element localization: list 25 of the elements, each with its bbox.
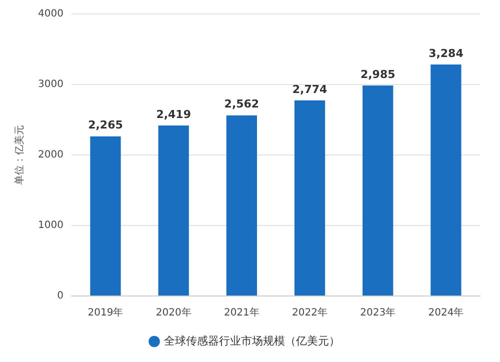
bar [158, 125, 189, 296]
x-tick-label: 2024年 [428, 306, 464, 319]
bar [430, 64, 462, 296]
y-tick-label: 4000 [38, 8, 64, 20]
data-label: 3,284 [428, 46, 464, 60]
x-tick-label: 2020年 [156, 306, 192, 319]
x-tick-label: 2019年 [88, 306, 124, 319]
bar [226, 115, 257, 296]
y-tick-label: 3000 [38, 79, 64, 90]
bar [294, 100, 326, 296]
bar [90, 136, 121, 296]
bar [362, 86, 394, 296]
data-label: 2,562 [224, 98, 260, 111]
x-tick-label: 2022年 [292, 306, 328, 319]
data-label: 2,419 [156, 108, 191, 121]
y-axis-title: 单位：亿美元 [14, 125, 26, 185]
data-label: 2,774 [292, 82, 328, 96]
x-tick-label: 2021年 [224, 306, 260, 319]
y-tick-label: 0 [57, 290, 64, 302]
legend-label: 全球传感器行业市场规模（亿美元） [164, 334, 340, 348]
data-label: 2,985 [360, 68, 396, 81]
data-label: 2,265 [88, 118, 123, 132]
y-tick-label: 1000 [38, 220, 64, 232]
x-tick-label: 2023年 [360, 306, 396, 319]
y-tick-label: 2000 [38, 150, 64, 161]
